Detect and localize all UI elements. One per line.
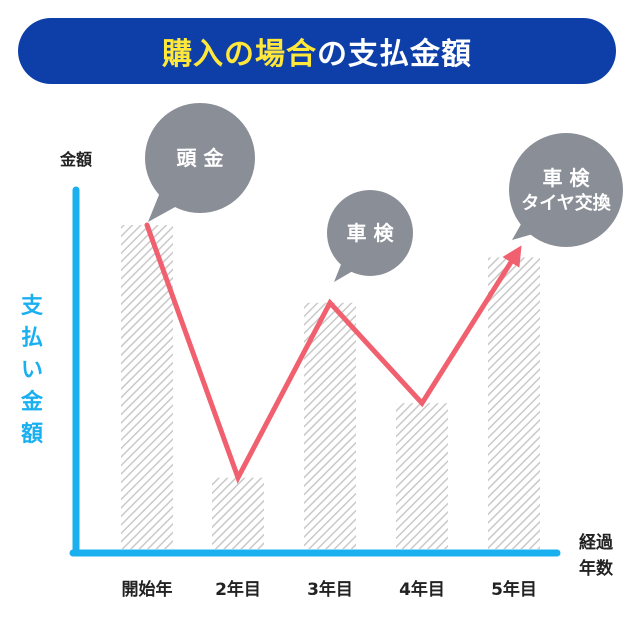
- y-label-side-char: い: [21, 358, 43, 383]
- title-rest: の支払金額: [317, 37, 472, 72]
- chart-title: 購入の場合の支払金額: [162, 29, 472, 73]
- bubble-tail: [334, 257, 358, 282]
- trend-line: [144, 222, 522, 484]
- bubble-tail: [148, 185, 177, 222]
- y-label-top: 金額: [59, 150, 92, 169]
- x-tick-label: 5年目: [491, 579, 537, 600]
- callout-bubble-1: 頭 金: [145, 103, 255, 222]
- y-label-side-char: 支: [21, 294, 44, 319]
- callout-text: 車 検: [543, 166, 591, 190]
- callout-text: 車 検: [347, 221, 395, 245]
- bar-2: [212, 477, 264, 549]
- callout-bubble-2: 車 検: [327, 190, 413, 282]
- bar-5: [488, 257, 540, 549]
- y-label-side-char: 額: [21, 421, 43, 447]
- x-tick-label: 開始年: [122, 579, 173, 600]
- bubble-circle: [509, 133, 623, 247]
- bubble-tail: [512, 212, 540, 240]
- x-axis-label: 経過: [579, 532, 614, 553]
- x-tick-label: 2年目: [215, 579, 261, 600]
- bar-3: [304, 302, 356, 549]
- bar-4: [396, 403, 448, 549]
- x-tick-label: 4年目: [399, 579, 445, 600]
- title-highlight: 購入の場合: [162, 37, 317, 72]
- x-tick-label: 3年目: [307, 579, 353, 600]
- y-label-side-char: 払: [21, 326, 43, 351]
- x-axis-label: 年数: [579, 558, 614, 579]
- callout-text: タイヤ交換: [521, 192, 611, 214]
- title-banner: 購入の場合の支払金額: [18, 18, 616, 84]
- bubble-circle: [145, 103, 255, 213]
- bubble-circle: [327, 190, 413, 276]
- y-label-side-char: 金: [20, 389, 44, 415]
- callout-text: 頭 金: [177, 146, 225, 170]
